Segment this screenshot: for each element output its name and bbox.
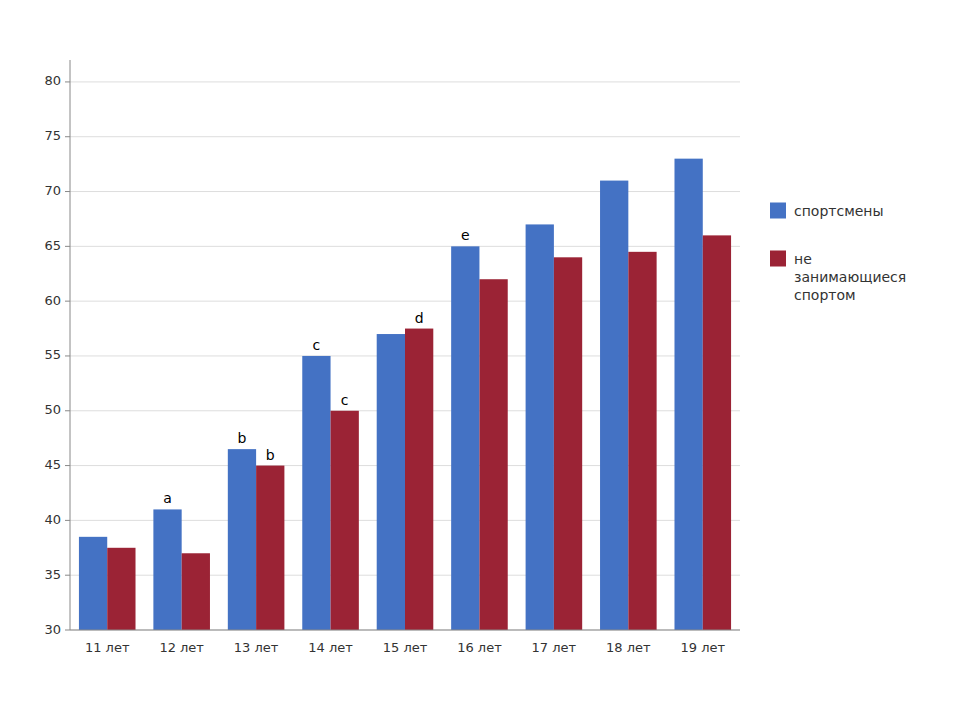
x-axis-line: [70, 630, 740, 631]
y-tick-label: 40: [44, 512, 61, 527]
annotation: d: [415, 310, 424, 326]
annotation: c: [341, 392, 349, 408]
chart: 30 35 40 45 50 55 60 65 70 75 80 11 лет 12 лет 13 лет…: [0, 0, 960, 720]
legend: спортсмены незанимающиесяспортом: [770, 203, 906, 303]
y-tick: [65, 520, 70, 521]
y-tick-label: 70: [44, 183, 61, 198]
x-tick-label: 14 лет: [308, 640, 353, 655]
y-tick: [65, 355, 70, 356]
x-tick-label: 12 лет: [159, 640, 204, 655]
bars: [79, 159, 731, 630]
annotation: b: [238, 430, 247, 446]
legend-label: незанимающиесяспортом: [794, 251, 906, 303]
y-tick: [65, 81, 70, 82]
y-tick-label: 50: [44, 402, 61, 417]
grid-line: [70, 136, 740, 137]
bar: [228, 449, 256, 630]
grid-line: [70, 81, 740, 82]
x-tick-label: 15 лет: [383, 640, 428, 655]
legend-swatch: [770, 203, 786, 219]
y-axis-line: [70, 60, 71, 630]
annotations: a b b c c d e: [163, 227, 469, 506]
legend-label: спортсмены: [794, 203, 884, 219]
bar: [554, 257, 582, 630]
bar: [674, 159, 702, 630]
y-tick-label: 65: [44, 238, 61, 253]
x-tick-label: 19 лет: [680, 640, 725, 655]
x-tick-label: 16 лет: [457, 640, 502, 655]
y-axis: 30 35 40 45 50 55 60 65 70 75 80: [44, 60, 70, 637]
bar: [405, 329, 433, 630]
bar: [79, 537, 107, 630]
x-tick-label: 18 лет: [606, 640, 651, 655]
bar: [479, 279, 507, 630]
y-tick-label: 30: [44, 622, 61, 637]
y-tick-label: 35: [44, 567, 61, 582]
bar: [377, 334, 405, 630]
bar: [526, 224, 554, 630]
bar: [153, 509, 181, 630]
grid-line: [70, 246, 740, 247]
annotation: b: [266, 447, 275, 463]
y-tick: [65, 410, 70, 411]
bar: [600, 181, 628, 630]
y-tick-label: 80: [44, 73, 61, 88]
grid: [70, 82, 740, 630]
y-tick: [65, 630, 70, 631]
bar: [107, 548, 135, 630]
x-tick-label: 17 лет: [532, 640, 577, 655]
bar: [331, 411, 359, 630]
y-tick-label: 45: [44, 457, 61, 472]
y-tick-label: 60: [44, 293, 61, 308]
x-tick-label: 11 лет: [85, 640, 130, 655]
y-tick: [65, 465, 70, 466]
y-tick: [65, 191, 70, 192]
bar: [628, 252, 656, 630]
grid-line: [70, 630, 740, 631]
y-tick: [65, 136, 70, 137]
x-axis: 11 лет 12 лет 13 лет 14 лет 15 лет 16 лет 17 л…: [70, 630, 740, 655]
y-tick: [65, 301, 70, 302]
grid-line: [70, 191, 740, 192]
annotation: e: [461, 227, 470, 243]
annotation: c: [313, 337, 321, 353]
y-tick-label: 55: [44, 347, 61, 362]
x-tick-label: 13 лет: [234, 640, 279, 655]
bar: [451, 246, 479, 630]
bar: [182, 553, 210, 630]
bar: [302, 356, 330, 630]
y-tick-label: 75: [44, 128, 61, 143]
y-tick: [65, 575, 70, 576]
legend-swatch: [770, 251, 786, 267]
annotation: a: [163, 490, 172, 506]
y-tick: [65, 246, 70, 247]
bar: [703, 235, 731, 630]
bar: [256, 466, 284, 630]
